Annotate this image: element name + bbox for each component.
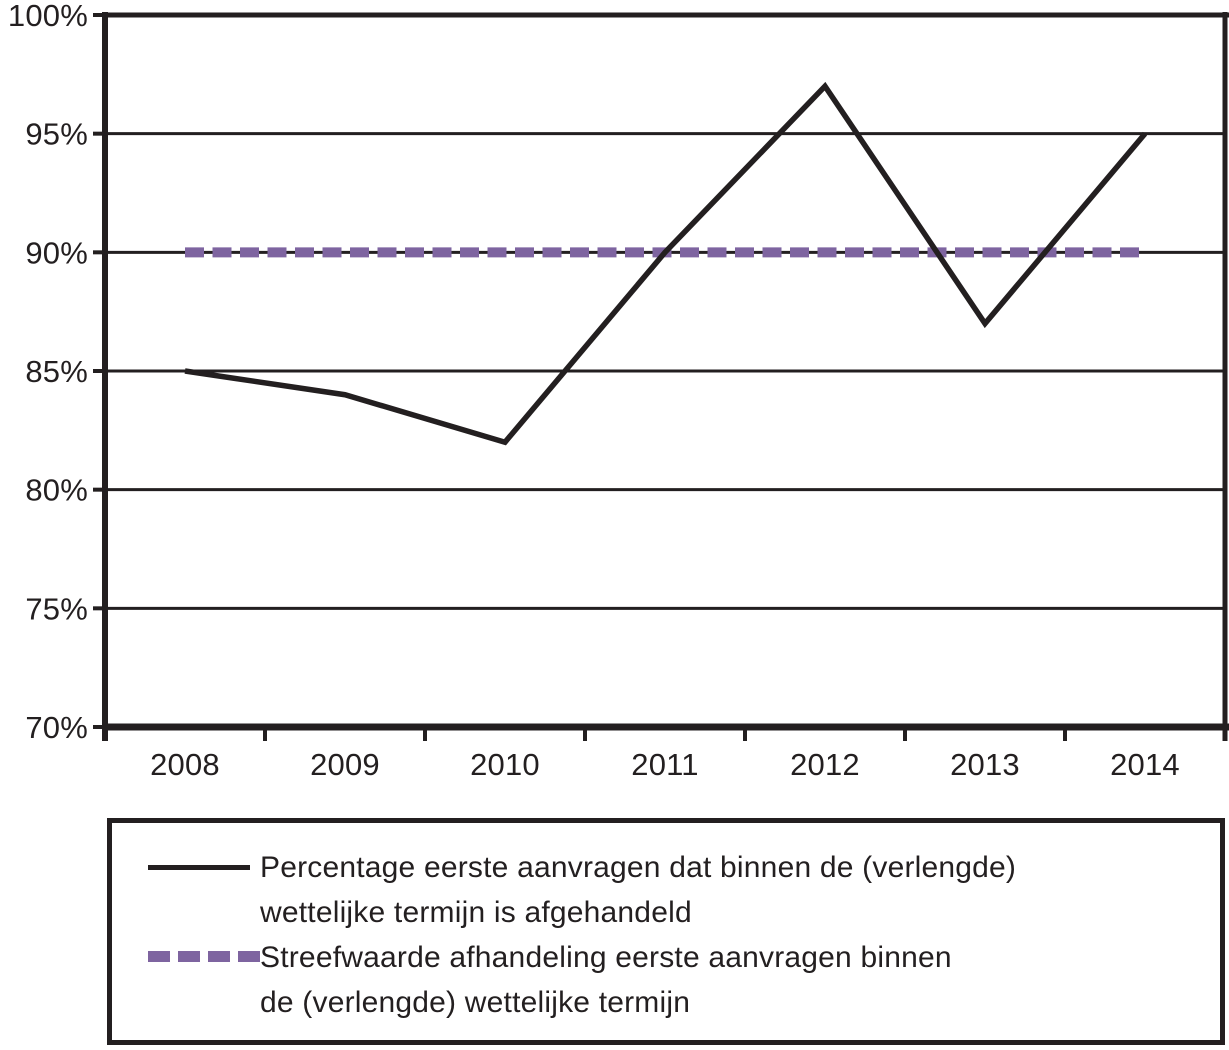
- x-tick-label: 2012: [790, 747, 860, 782]
- dashed-line-swatch: [148, 951, 260, 962]
- dash-segment: [148, 951, 170, 962]
- y-tick-label: 90%: [25, 235, 88, 270]
- dash-segment: [238, 951, 260, 962]
- legend-series-line1: Percentage eerste aanvragen dat binnen d…: [260, 851, 1017, 884]
- x-tick-label: 2011: [631, 747, 698, 782]
- y-tick-label: 100%: [8, 0, 88, 33]
- legend-swatch-column: [112, 845, 260, 935]
- legend: Percentage eerste aanvragen dat binnen d…: [107, 818, 1225, 1045]
- line-chart: 70% 75% 80% 85% 90% 95% 100% 2008 2009 2010 2011 20…: [8, 0, 1229, 782]
- legend-swatch-column: [112, 935, 260, 1025]
- x-tick-label: 2014: [1110, 747, 1180, 782]
- y-tick-label: 80%: [25, 473, 88, 508]
- legend-target-line2: de (verlengde) wettelijke termijn: [260, 986, 691, 1019]
- y-tick-label: 75%: [25, 591, 88, 626]
- legend-entry-series-label: Percentage eerste aanvragen dat binnen d…: [260, 845, 1016, 935]
- x-tick-label: 2013: [950, 747, 1020, 782]
- dash-segment: [178, 951, 200, 962]
- legend-target-line1: Streefwaarde afhandeling eerste aanvrage…: [260, 941, 952, 974]
- dash-segment: [208, 951, 230, 962]
- x-tick-label: 2009: [310, 747, 380, 782]
- solid-line-swatch: [148, 865, 250, 870]
- legend-entry-target: Streefwaarde afhandeling eerste aanvrage…: [112, 935, 1220, 1025]
- y-tick-label: 70%: [25, 710, 88, 745]
- legend-series-line2: wettelijke termijn is afgehandeld: [260, 896, 692, 929]
- x-tick-label: 2010: [470, 747, 540, 782]
- y-tick-label: 95%: [25, 117, 88, 152]
- series-line: [184, 81, 1148, 446]
- x-tick-label: 2008: [150, 747, 220, 782]
- legend-entry-target-label: Streefwaarde afhandeling eerste aanvrage…: [260, 935, 952, 1025]
- y-tick-label: 85%: [25, 354, 88, 389]
- legend-entry-series: Percentage eerste aanvragen dat binnen d…: [112, 845, 1220, 935]
